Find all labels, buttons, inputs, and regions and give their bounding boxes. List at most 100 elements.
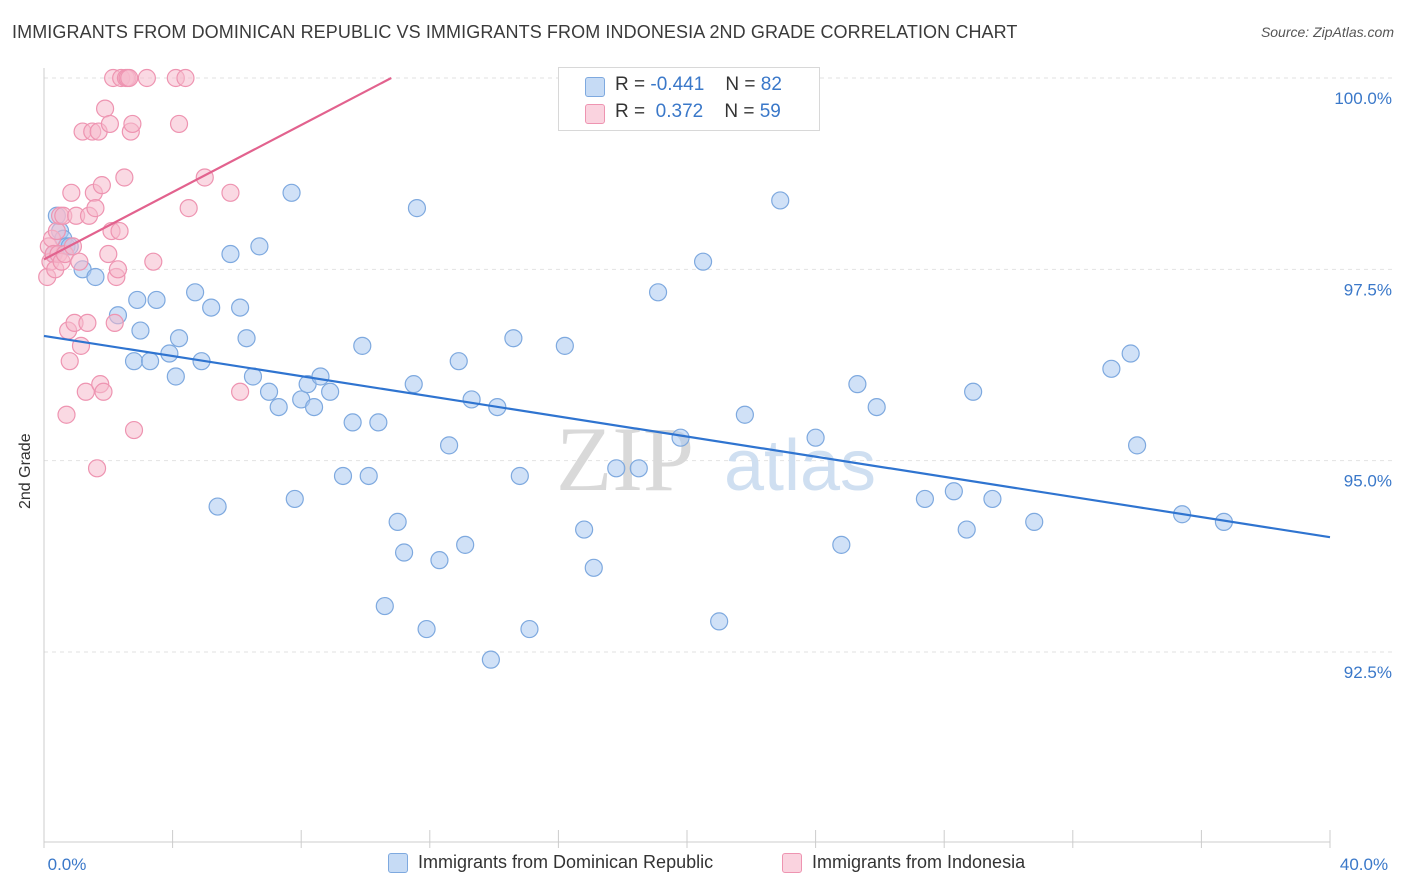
point-dominican bbox=[359, 466, 378, 486]
x-tick-label: 40.0% bbox=[1340, 855, 1388, 874]
point-dominican bbox=[407, 199, 427, 218]
legend-n-value: 82 bbox=[760, 74, 782, 95]
bottom-legend-label-dominican: Immigrants from Dominican Republic bbox=[418, 852, 714, 872]
y-tick-label: 100.0% bbox=[1334, 89, 1392, 108]
legend-r-label: R = bbox=[615, 74, 646, 95]
legend-n-label: N = bbox=[725, 74, 756, 95]
point-indonesia bbox=[57, 405, 76, 424]
point-dominican bbox=[321, 382, 340, 401]
point-dominican bbox=[848, 375, 867, 394]
y-axis-label: 2nd Grade bbox=[17, 433, 34, 509]
point-dominican bbox=[584, 558, 603, 577]
point-dominican bbox=[311, 367, 330, 386]
point-dominican bbox=[259, 382, 279, 401]
point-indonesia bbox=[144, 252, 163, 271]
point-dominican bbox=[832, 535, 851, 554]
bottom-legend-swatch-indonesia bbox=[782, 853, 802, 873]
point-dominican bbox=[282, 183, 301, 202]
point-dominican bbox=[671, 428, 690, 447]
point-indonesia bbox=[76, 382, 95, 401]
point-dominican bbox=[250, 237, 269, 256]
legend-box: R = -0.441 N = 82 R = 0.372 N = 59 bbox=[558, 67, 820, 131]
legend-r-value: -0.441 bbox=[650, 74, 705, 95]
point-dominican bbox=[957, 520, 976, 539]
legend-n-value: 59 bbox=[759, 101, 781, 122]
source-label: Source: ZipAtlas.com bbox=[1260, 24, 1394, 40]
point-indonesia bbox=[108, 260, 128, 279]
point-dominican bbox=[439, 436, 459, 455]
point-indonesia bbox=[115, 168, 134, 187]
point-dominican bbox=[86, 267, 105, 287]
point-indonesia bbox=[92, 176, 111, 195]
point-dominican bbox=[388, 512, 407, 531]
point-indonesia bbox=[110, 221, 129, 241]
watermark: ZIP atlas bbox=[556, 408, 876, 510]
point-indonesia bbox=[123, 114, 142, 134]
point-dominican bbox=[394, 543, 414, 562]
point-dominican bbox=[269, 397, 288, 417]
bottom-legend-label-indonesia: Immigrants from Indonesia bbox=[812, 852, 1026, 872]
point-dominican bbox=[369, 413, 388, 432]
bottom-legend-swatch-dominican bbox=[388, 853, 408, 873]
y-tick-label: 97.5% bbox=[1344, 280, 1392, 299]
point-dominican bbox=[449, 352, 468, 371]
point-dominican bbox=[944, 482, 963, 501]
point-dominican bbox=[333, 466, 353, 486]
point-dominican bbox=[1127, 436, 1147, 455]
point-dominican bbox=[304, 397, 324, 417]
legend-r-label: R = bbox=[615, 101, 646, 122]
point-dominican bbox=[771, 191, 790, 210]
point-dominican bbox=[124, 352, 144, 371]
point-dominican bbox=[128, 290, 147, 310]
legend-r-value: 0.372 bbox=[650, 101, 704, 122]
point-indonesia bbox=[120, 68, 139, 88]
point-dominican bbox=[735, 405, 754, 424]
point-dominican bbox=[131, 321, 150, 340]
point-dominican bbox=[983, 489, 1002, 509]
point-dominican bbox=[202, 298, 221, 317]
point-indonesia bbox=[137, 68, 156, 88]
point-dominican bbox=[140, 352, 160, 371]
point-indonesia bbox=[62, 183, 81, 202]
point-dominican bbox=[375, 596, 394, 616]
point-dominican bbox=[186, 283, 205, 302]
point-indonesia bbox=[99, 244, 118, 264]
point-dominican bbox=[964, 382, 983, 401]
y-tick-label: 95.0% bbox=[1344, 472, 1392, 491]
point-dominican bbox=[629, 459, 648, 478]
point-indonesia bbox=[78, 313, 97, 333]
point-indonesia bbox=[124, 420, 144, 440]
point-dominican bbox=[166, 367, 185, 386]
point-dominican bbox=[575, 520, 594, 539]
point-dominican bbox=[1121, 344, 1140, 363]
point-dominican bbox=[693, 252, 713, 271]
point-dominican bbox=[353, 336, 372, 355]
point-indonesia bbox=[169, 114, 189, 134]
point-indonesia bbox=[100, 114, 120, 134]
point-dominican bbox=[510, 466, 529, 486]
point-indonesia bbox=[94, 382, 113, 401]
legend-n-label: N = bbox=[724, 101, 755, 122]
point-dominican bbox=[1102, 359, 1121, 378]
point-dominican bbox=[456, 535, 475, 554]
point-dominican bbox=[462, 390, 481, 409]
trend-lines bbox=[43, 77, 1331, 539]
point-indonesia bbox=[231, 382, 250, 401]
point-dominican bbox=[520, 619, 539, 639]
point-dominican bbox=[169, 329, 189, 348]
point-indonesia bbox=[105, 313, 124, 333]
point-indonesia bbox=[86, 199, 105, 218]
point-dominican bbox=[237, 329, 256, 348]
point-dominican bbox=[221, 244, 240, 264]
y-tick-label: 92.5% bbox=[1344, 663, 1392, 682]
point-dominican bbox=[648, 283, 668, 302]
trend-line-dominican bbox=[43, 334, 1331, 539]
x-tick-label: 0.0% bbox=[48, 855, 87, 874]
data-points bbox=[38, 68, 1234, 669]
point-dominican bbox=[231, 298, 250, 317]
point-dominican bbox=[806, 428, 825, 447]
point-dominican bbox=[417, 619, 436, 639]
point-dominican bbox=[481, 650, 500, 669]
point-indonesia bbox=[221, 183, 240, 202]
